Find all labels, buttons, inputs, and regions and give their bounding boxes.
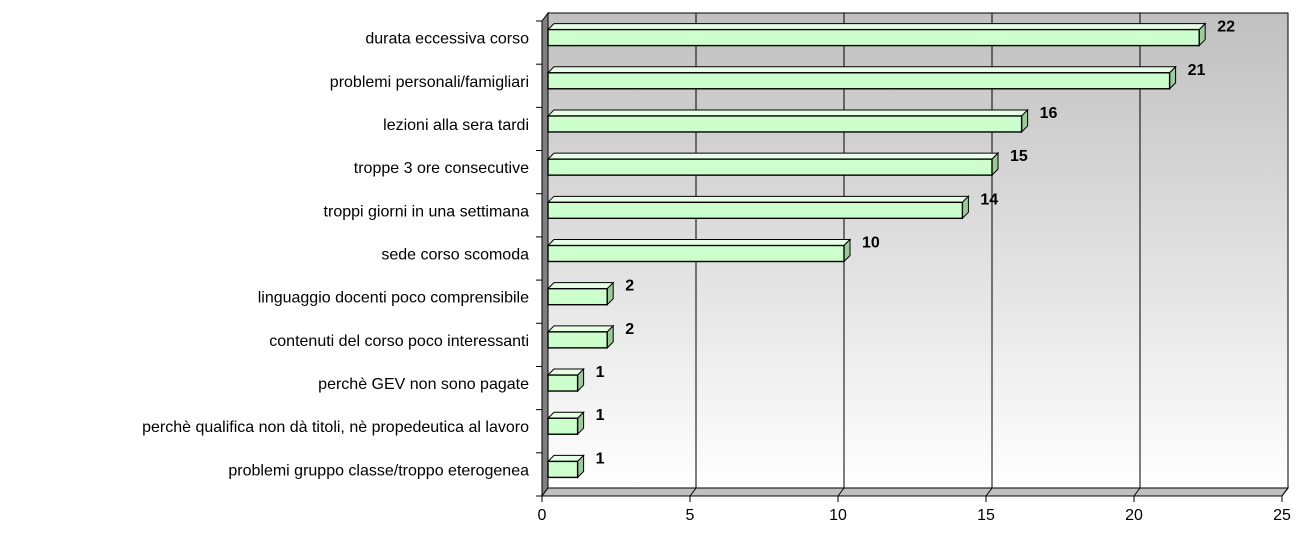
bar-front-face	[547, 115, 1023, 133]
bar	[546, 108, 1029, 134]
bar-front-face	[547, 201, 964, 220]
bar-front-face	[547, 158, 993, 176]
data-label: 1	[596, 450, 605, 467]
data-label: 2	[625, 278, 634, 295]
bar-top-face	[546, 239, 852, 246]
category-label: troppe 3 ore consecutive	[354, 160, 529, 177]
floor-grid-diagonal	[1281, 487, 1289, 497]
category-label: troppi giorni in una settimana	[324, 203, 530, 220]
bar-front-face	[547, 72, 1171, 90]
data-label: 1	[596, 407, 605, 424]
bar	[546, 22, 1207, 47]
x-tick-label: 10	[829, 507, 847, 524]
bar-top-face	[546, 152, 1000, 160]
data-label: 2	[625, 321, 634, 338]
bar	[546, 195, 970, 220]
data-label: 21	[1188, 62, 1206, 79]
plot-floor	[541, 487, 1289, 497]
floor-grid-diagonal	[689, 487, 697, 497]
bar-front-face	[547, 374, 579, 392]
data-label: 22	[1217, 19, 1235, 36]
bar	[546, 281, 615, 306]
axes: 0 5 10 15 20 25	[536, 20, 1291, 524]
x-tick-label: 20	[1125, 507, 1143, 524]
data-label: 10	[862, 235, 880, 252]
category-label: problemi gruppo classe/troppo eterogenea	[228, 462, 529, 479]
bar-top-face	[546, 109, 1029, 117]
x-tick-label: 25	[1273, 507, 1291, 524]
category-label: durata eccessiva corso	[365, 31, 529, 48]
bar-front-face	[547, 460, 579, 479]
bar-top-face	[546, 23, 1207, 31]
bar	[546, 454, 585, 479]
bar	[546, 65, 1177, 90]
category-label: lezioni alla sera tardi	[383, 117, 529, 134]
category-label: linguaggio docenti poco comprensibile	[258, 290, 529, 307]
bar-top-face	[546, 325, 615, 333]
bar	[546, 367, 585, 393]
x-tick-label: 5	[686, 507, 695, 524]
category-label: perchè GEV non sono pagate	[318, 376, 529, 393]
bar-front-face	[547, 417, 579, 435]
bar	[546, 151, 1000, 177]
bar-front-face	[547, 244, 845, 263]
data-label: 16	[1040, 105, 1058, 122]
data-label: 15	[1010, 148, 1028, 165]
bar-top-face	[546, 195, 970, 203]
bars	[546, 22, 1207, 479]
bar	[546, 238, 852, 263]
bar-front-face	[547, 287, 608, 306]
bar-front-face	[547, 331, 608, 349]
floor-grid-diagonal	[985, 487, 993, 497]
category-label: contenuti del corso poco interessanti	[269, 333, 529, 350]
bar	[546, 324, 615, 350]
x-tick-label: 0	[538, 507, 547, 524]
floor-grid-diagonal	[1133, 487, 1141, 497]
data-label: 1	[596, 364, 605, 381]
category-label: sede corso scomoda	[381, 247, 529, 264]
data-label: 14	[980, 191, 998, 208]
x-tick-label: 15	[977, 507, 995, 524]
floor-grid-diagonal	[837, 487, 845, 497]
category-label: problemi personali/famigliari	[330, 74, 529, 91]
bar-front-face	[547, 28, 1200, 47]
bar-top-face	[546, 282, 615, 290]
plot-left-wall	[541, 11, 549, 498]
category-label: perchè qualifica non dà titoli, nè prope…	[142, 419, 529, 436]
bar	[546, 411, 585, 436]
bar-top-face	[546, 66, 1177, 74]
